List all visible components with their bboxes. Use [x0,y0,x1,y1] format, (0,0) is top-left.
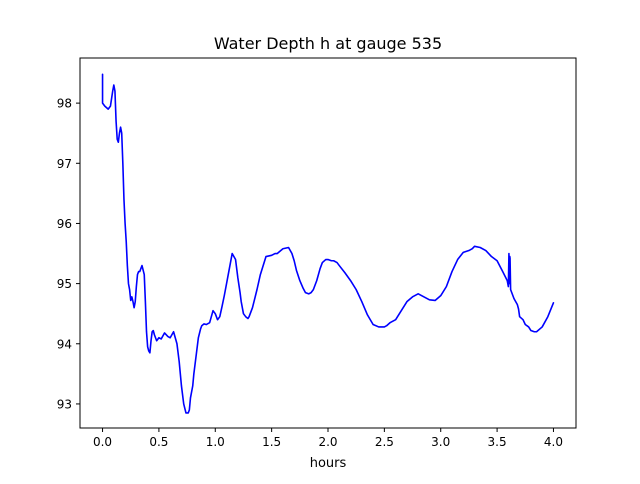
chart-title: Water Depth h at gauge 535 [214,34,442,53]
x-tick-label: 1.0 [206,435,225,449]
y-tick-label: 93 [57,397,72,411]
y-axis-ticks: 93 94 95 96 97 98 [57,97,80,411]
y-tick-label: 96 [57,217,72,231]
y-tick-label: 98 [57,97,72,111]
y-tick-label: 94 [57,337,72,351]
x-tick-label: 0.5 [149,435,168,449]
x-axis-ticks: 0.0 0.5 1.0 1.5 2.0 2.5 3.0 3.5 4.0 [93,428,563,449]
x-tick-label: 4.0 [544,435,563,449]
series-line-0 [101,73,555,414]
x-axis-label: hours [310,456,347,471]
x-tick-label: 0.0 [93,435,112,449]
plot-layer [101,73,555,414]
x-tick-label: 1.5 [262,435,281,449]
x-tick-label: 3.0 [431,435,450,449]
x-tick-label: 2.5 [375,435,394,449]
y-tick-label: 97 [57,157,72,171]
x-tick-label: 2.0 [318,435,337,449]
y-tick-label: 95 [57,277,72,291]
x-tick-label: 3.5 [488,435,507,449]
